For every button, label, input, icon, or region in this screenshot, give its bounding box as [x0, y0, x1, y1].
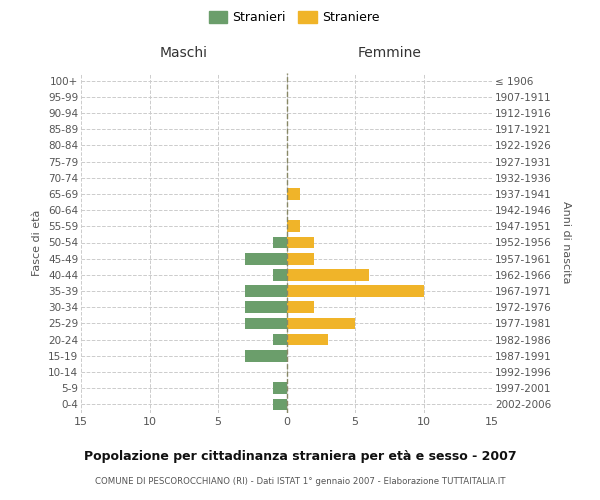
Bar — [273, 236, 287, 248]
Bar — [273, 269, 287, 280]
Bar — [287, 318, 355, 330]
Bar — [245, 318, 287, 330]
Text: COMUNE DI PESCOROCCHIANO (RI) - Dati ISTAT 1° gennaio 2007 - Elaborazione TUTTAI: COMUNE DI PESCOROCCHIANO (RI) - Dati IST… — [95, 478, 505, 486]
Bar — [245, 253, 287, 264]
Legend: Stranieri, Straniere: Stranieri, Straniere — [203, 6, 385, 29]
Bar — [245, 302, 287, 313]
Bar — [287, 285, 424, 297]
Bar — [287, 253, 314, 264]
Bar — [245, 285, 287, 297]
Bar — [287, 302, 314, 313]
Bar — [273, 398, 287, 410]
Bar — [245, 350, 287, 362]
Y-axis label: Anni di nascita: Anni di nascita — [561, 201, 571, 283]
Bar — [273, 334, 287, 345]
Bar — [287, 188, 300, 200]
Text: Maschi: Maschi — [160, 46, 208, 60]
Bar — [287, 220, 300, 232]
Text: Popolazione per cittadinanza straniera per età e sesso - 2007: Popolazione per cittadinanza straniera p… — [83, 450, 517, 463]
Text: Femmine: Femmine — [358, 46, 421, 60]
Bar — [287, 334, 328, 345]
Y-axis label: Fasce di età: Fasce di età — [32, 210, 43, 276]
Bar — [273, 382, 287, 394]
Bar — [287, 269, 369, 280]
Bar — [287, 236, 314, 248]
